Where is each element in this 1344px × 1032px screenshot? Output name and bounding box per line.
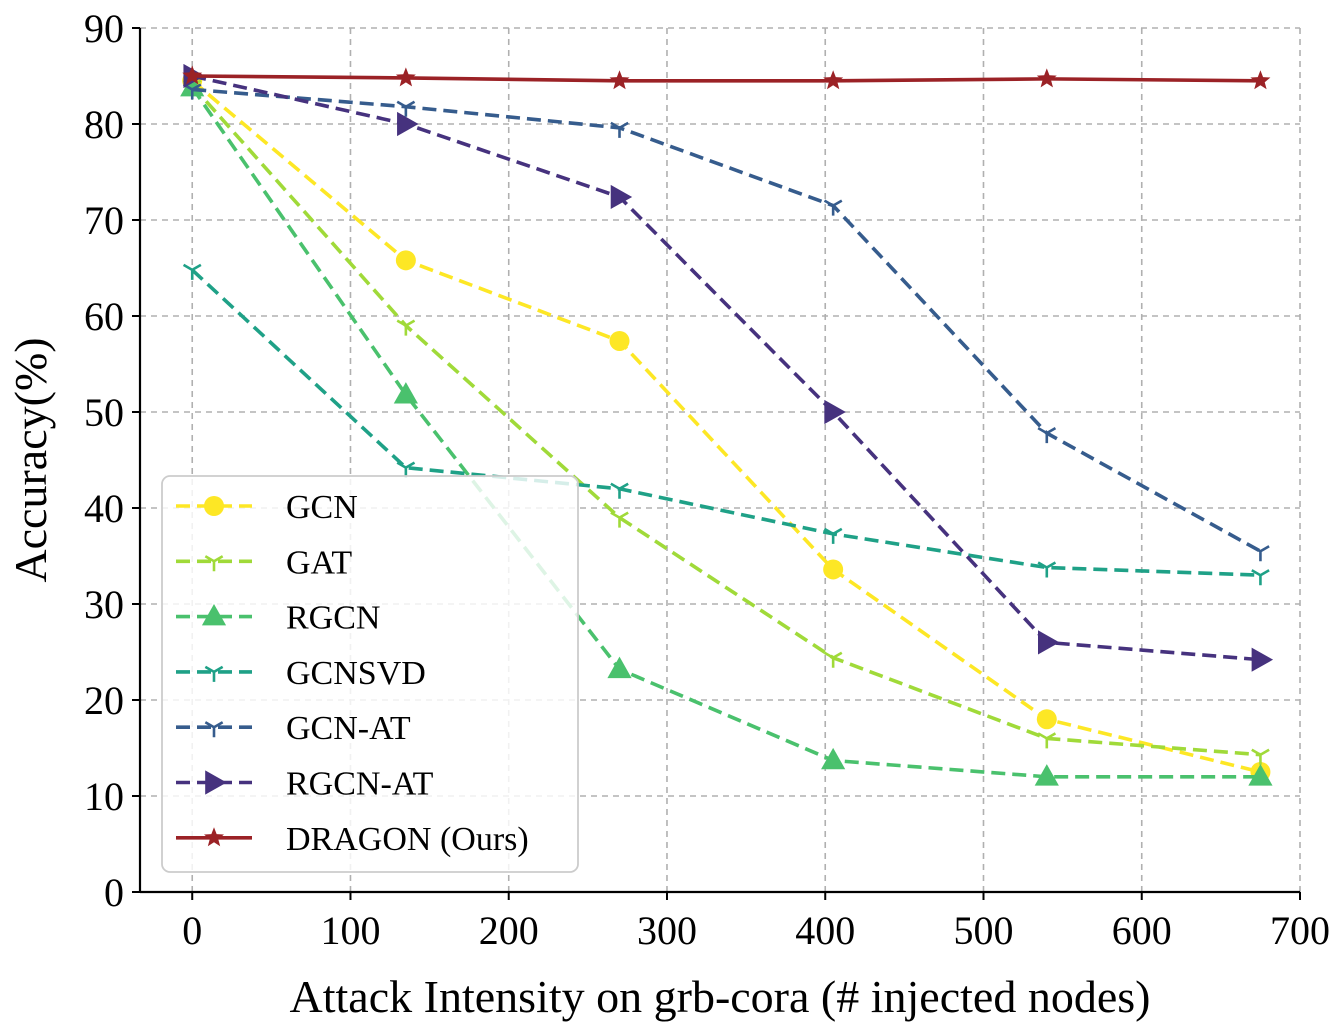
data-point <box>1037 561 1057 578</box>
y-tick-label: 60 <box>84 294 124 339</box>
x-tick-label: 400 <box>795 908 855 953</box>
tick-labels: 0 100 200 300 400 500 600 700 0 10 20 30 40 50 60 70 80 9… <box>84 6 1330 953</box>
data-point <box>1036 68 1057 88</box>
data-point <box>610 184 633 210</box>
series-line <box>191 74 1261 662</box>
series-gcnsvd <box>182 263 1270 586</box>
legend-marker <box>204 555 224 572</box>
y-tick-label: 90 <box>84 6 124 51</box>
legend-label: GCNSVD <box>286 655 426 692</box>
legend-item: GCNSVD <box>176 655 426 692</box>
grid-lines <box>140 27 1301 893</box>
series-line <box>191 79 1261 774</box>
legend-marker <box>205 770 227 795</box>
legend-marker <box>204 721 224 738</box>
data-point <box>182 263 202 280</box>
series-layer <box>180 63 1274 786</box>
y-axis-label: Accuracy(%) <box>5 337 56 582</box>
y-tick-label: 10 <box>84 774 124 819</box>
series-line <box>190 268 1261 577</box>
legend-item: GCN-AT <box>176 710 411 747</box>
x-tick-label: 300 <box>637 908 697 953</box>
data-point <box>823 70 844 90</box>
series-line <box>190 86 1261 779</box>
legend-item: RGCN <box>176 600 380 637</box>
data-point <box>1251 569 1270 586</box>
data-point <box>182 65 203 85</box>
data-point <box>1037 426 1057 444</box>
series-line <box>190 84 1261 757</box>
data-point <box>609 330 630 351</box>
y-tick-label: 70 <box>84 198 124 243</box>
y-tick-label: 80 <box>84 102 124 147</box>
y-tick-label: 30 <box>84 582 124 627</box>
data-point <box>823 651 843 668</box>
legend-item: GCN <box>176 489 358 526</box>
data-point <box>823 559 844 580</box>
series-line <box>192 87 1262 553</box>
legend-label: GCN-AT <box>286 710 411 747</box>
data-point <box>1037 630 1060 655</box>
data-point <box>396 100 416 117</box>
series-line <box>192 74 1261 83</box>
legend-box <box>161 475 579 873</box>
data-point <box>1034 764 1059 786</box>
data-point <box>824 399 846 425</box>
data-point <box>821 747 846 770</box>
data-point <box>1036 709 1057 730</box>
data-point <box>610 121 629 138</box>
axes <box>138 28 1300 894</box>
data-point <box>395 250 416 271</box>
data-point <box>1251 647 1274 672</box>
data-point <box>823 527 843 544</box>
legend-marker <box>204 827 224 847</box>
data-point <box>610 482 629 499</box>
x-tick-label: 100 <box>320 908 380 953</box>
data-point <box>610 511 629 528</box>
legend: GCN GAT RGCN GCNSVD GCN-AT RGCN-AT DRAGON (Our… <box>161 475 579 873</box>
data-point <box>393 382 418 404</box>
legend-marker <box>204 496 224 516</box>
series-rgcn <box>180 74 1273 786</box>
data-point <box>397 111 419 137</box>
legend-label: GAT <box>286 544 352 581</box>
legend-item: DRAGON (Ours) <box>176 821 529 858</box>
data-point <box>1250 70 1271 90</box>
legend-label: RGCN-AT <box>286 766 434 803</box>
x-tick-label: 600 <box>1112 908 1172 953</box>
y-tick-label: 0 <box>104 870 124 915</box>
data-point <box>1248 764 1273 786</box>
y-tick-label: 50 <box>84 390 124 435</box>
series-dragon-ours <box>182 65 1271 90</box>
legend-label: DRAGON (Ours) <box>286 821 529 858</box>
legend-item: RGCN-AT <box>176 766 434 803</box>
series-gcn-at <box>182 83 1270 562</box>
data-point <box>1251 545 1270 562</box>
legend-label: GCN <box>286 489 358 526</box>
x-axis-label: Attack Intensity on grb-cora (# injected… <box>290 971 1151 1022</box>
data-point <box>609 70 630 90</box>
legend-item: GAT <box>176 544 352 581</box>
data-point <box>1037 732 1057 749</box>
legend-label: RGCN <box>286 600 380 637</box>
data-point <box>1251 748 1270 765</box>
legend-marker <box>201 603 227 626</box>
x-tick-label: 0 <box>182 908 202 953</box>
legend-marker <box>204 665 224 682</box>
x-tick-label: 500 <box>953 908 1013 953</box>
data-point <box>607 656 632 679</box>
data-point <box>395 67 416 87</box>
data-point <box>823 199 843 216</box>
x-tick-label: 200 <box>479 908 539 953</box>
data-point <box>396 319 416 336</box>
y-tick-label: 20 <box>84 678 124 723</box>
y-tick-label: 40 <box>84 486 124 531</box>
x-tick-label: 700 <box>1270 908 1330 953</box>
